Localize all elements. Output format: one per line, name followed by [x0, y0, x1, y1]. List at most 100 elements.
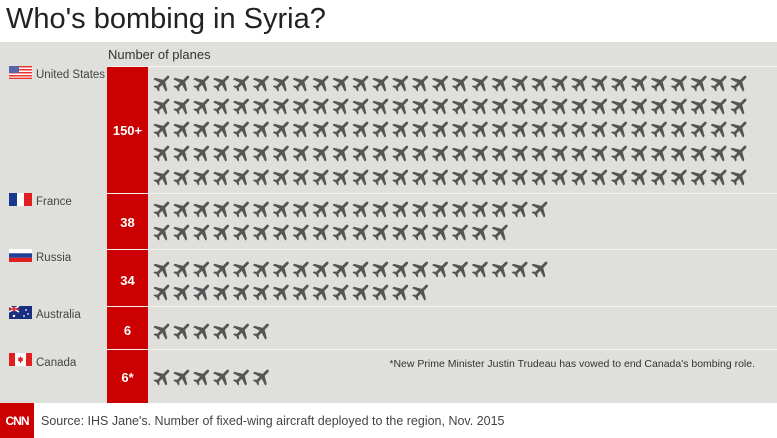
country-row-russia: Russia 34: [0, 249, 777, 306]
plane-icon: [669, 72, 691, 93]
plane-icon: [490, 258, 512, 279]
value-column: [107, 66, 148, 403]
country-name: Canada: [36, 357, 77, 369]
plane-icon: [629, 118, 651, 139]
plane-icon: [171, 72, 193, 93]
plane-icon: [410, 166, 432, 187]
plane-icon: [450, 166, 472, 187]
plane-icon: [291, 95, 313, 116]
plane-icon: [251, 142, 273, 163]
plane-icon: [191, 72, 213, 93]
plane-icon: [211, 320, 233, 341]
plane-icon: [331, 72, 353, 93]
plane-icon: [550, 142, 571, 163]
page-title: Who's bombing in Syria?: [6, 3, 326, 35]
plane-icon: [569, 118, 591, 139]
plane-icon: [191, 118, 213, 139]
australia-flag-icon: [9, 306, 32, 319]
plane-icon: [410, 281, 432, 302]
plane-icon: [729, 166, 751, 187]
plane-icon: [191, 366, 213, 387]
plane-icon: [152, 72, 173, 93]
plane-icon: [729, 72, 751, 93]
plane-icon: [410, 142, 432, 163]
plane-icon: [251, 118, 273, 139]
plane-icon: [390, 258, 412, 279]
plane-icon: [530, 95, 552, 116]
country-row-france: France 38: [0, 193, 777, 249]
plane-icon: [510, 198, 532, 219]
plane-icon: [291, 72, 313, 93]
plane-icon: [311, 198, 333, 219]
plane-icon: [450, 95, 472, 116]
plane-icon: [569, 72, 591, 93]
plane-icon: [271, 95, 293, 116]
plane-icon: [450, 198, 472, 219]
plane-icon: [589, 72, 611, 93]
plane-icon: [390, 72, 412, 93]
plane-icon: [530, 258, 552, 279]
value-label: 38: [120, 215, 135, 230]
plane-icon: [450, 221, 472, 242]
russia-flag-icon: [9, 249, 32, 262]
plane-icon: [370, 258, 392, 279]
plane-icon: [609, 118, 631, 139]
plane-icon: [370, 198, 392, 219]
plane-icon: [649, 166, 671, 187]
plane-icon: [709, 95, 731, 116]
plane-icon: [589, 142, 611, 163]
country-row-canada: Canada 6*: [0, 349, 777, 403]
plane-icon: [390, 95, 412, 116]
plane-icon: [171, 142, 193, 163]
plane-icon: [410, 95, 432, 116]
value-label: 34: [120, 273, 135, 288]
plane-icon: [171, 366, 193, 387]
plane-icon: [231, 142, 253, 163]
plane-icon: [490, 166, 512, 187]
plane-icon: [211, 366, 233, 387]
plane-icon: [152, 281, 173, 302]
plane-icon: [211, 166, 233, 187]
plane-icon: [569, 95, 591, 116]
plane-icon: [569, 142, 591, 163]
plane-icon: [251, 258, 273, 279]
plane-icon: [510, 258, 532, 279]
plane-icon: [450, 72, 472, 93]
plane-icon: [171, 281, 193, 302]
plane-icon: [251, 366, 273, 387]
plane-icon: [231, 118, 253, 139]
plane-icon: [271, 72, 293, 93]
plane-icon: [609, 166, 631, 187]
plane-icon: [530, 198, 552, 219]
plane-icon: [470, 118, 492, 139]
plane-icon: [291, 198, 313, 219]
plane-icon: [211, 221, 233, 242]
row-divider: [107, 349, 777, 350]
plane-icon: [530, 118, 552, 139]
plane-icon: [490, 95, 512, 116]
plane-icon: [470, 258, 492, 279]
plane-icon: [191, 95, 213, 116]
plane-icon: [370, 118, 392, 139]
plane-icon: [669, 118, 691, 139]
plane-icon: [152, 118, 173, 139]
plane-icon: [291, 118, 313, 139]
plane-icon: [211, 258, 233, 279]
plane-icon: [191, 258, 213, 279]
plane-icon: [231, 166, 253, 187]
plane-icon: [171, 221, 193, 242]
plane-icon: [152, 198, 173, 219]
plane-icon: [609, 142, 631, 163]
value-header: Number of planes: [108, 47, 211, 62]
plane-icon: [709, 142, 731, 163]
plane-icon: [629, 166, 651, 187]
plane-icon: [729, 142, 751, 163]
plane-icon: [669, 142, 691, 163]
plane-icon: [669, 95, 691, 116]
plane-icon: [152, 166, 173, 187]
plane-icon: [271, 118, 293, 139]
plane-icon: [311, 281, 333, 302]
plane-icon: [311, 221, 333, 242]
plane-icon: [331, 198, 353, 219]
plane-icon: [351, 198, 372, 219]
